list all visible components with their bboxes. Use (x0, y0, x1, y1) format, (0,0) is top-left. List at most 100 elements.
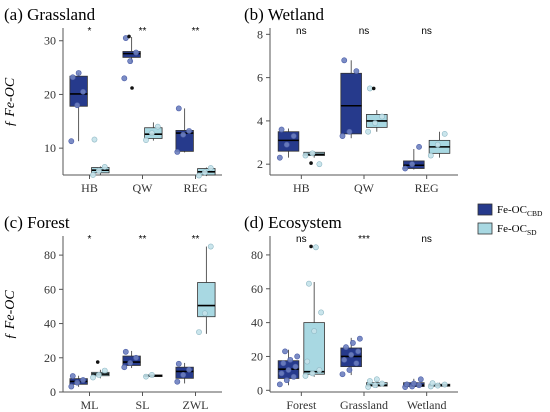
x-tick-label: REG (415, 181, 439, 195)
significance-label: ns (359, 26, 370, 37)
data-point (80, 88, 86, 95)
data-point (174, 378, 181, 385)
data-point (350, 340, 356, 346)
legend-label-sd: Fe-OCSD (497, 223, 537, 237)
data-point (348, 351, 355, 358)
x-tick-label: SL (135, 398, 149, 412)
data-point (287, 356, 294, 363)
data-point (201, 310, 208, 317)
data-point (366, 85, 373, 92)
outlier-point (95, 360, 100, 364)
data-point (280, 360, 287, 367)
data-point (346, 367, 353, 373)
data-point (121, 75, 128, 82)
chart-panel-2: (b) Wetland 2 4 6 8 HB ns QW ns REG ns (244, 5, 458, 195)
significance-label: ** (139, 26, 147, 37)
data-point (353, 68, 360, 75)
data-point (318, 309, 325, 316)
y-tick-label: 8 (257, 27, 263, 41)
data-point (441, 381, 448, 388)
outlier-point (309, 161, 313, 165)
data-point (341, 356, 348, 363)
data-point (410, 380, 417, 387)
data-point (341, 57, 348, 64)
y-tick-label: 0 (50, 385, 56, 399)
data-point (311, 328, 318, 334)
data-point (175, 105, 182, 112)
y-tick-label: 10 (44, 141, 56, 155)
y-tick-label: 6 (257, 71, 263, 85)
data-point (174, 149, 181, 155)
data-point (356, 335, 363, 342)
y-axis-label: ƒ Fe-OC (3, 290, 18, 340)
significance-label: *** (358, 234, 370, 245)
data-point (434, 382, 441, 389)
data-point (343, 344, 349, 351)
data-point (207, 243, 214, 250)
box-cbd (340, 72, 362, 135)
data-point (302, 373, 309, 379)
data-point (196, 172, 202, 179)
legend-label-prefix: Fe-OC (497, 204, 527, 216)
data-point (294, 353, 301, 360)
data-point (74, 379, 81, 386)
legend-label-prefix: Fe-OC (497, 223, 527, 235)
data-point (366, 378, 373, 384)
data-point (101, 164, 108, 170)
data-point (133, 354, 139, 361)
panel-title: (d) Ecosystem (244, 213, 342, 232)
data-point (365, 128, 372, 135)
outlier-point (371, 86, 376, 91)
data-point (69, 373, 76, 379)
data-point (207, 165, 214, 171)
box-cbd (122, 51, 141, 58)
data-point (292, 363, 299, 370)
data-point (304, 358, 311, 365)
y-tick-label: 40 (44, 317, 56, 331)
data-point (148, 371, 155, 378)
legend: Fe-OCCBD Fe-OCSD (477, 203, 543, 237)
data-point (90, 172, 96, 178)
data-point (278, 126, 285, 133)
data-point (353, 360, 360, 367)
data-point (74, 102, 81, 109)
data-point (427, 152, 434, 159)
data-point (409, 161, 416, 168)
data-point (68, 138, 75, 145)
data-point (127, 58, 134, 65)
data-point (373, 376, 380, 383)
outlier-point (127, 34, 131, 39)
data-point (186, 366, 192, 373)
data-point (365, 384, 372, 390)
data-point (309, 370, 316, 377)
data-point (379, 113, 385, 120)
data-point (339, 133, 346, 139)
data-point (180, 371, 187, 378)
significance-label: ** (192, 234, 200, 245)
significance-label: ns (296, 26, 307, 37)
data-point (148, 130, 155, 137)
legend-swatch-sd (477, 222, 493, 235)
data-point (127, 360, 134, 366)
data-point (441, 130, 448, 137)
data-point (416, 143, 422, 150)
y-tick-label: 2 (257, 157, 263, 171)
data-point (91, 136, 98, 143)
data-point (278, 370, 285, 377)
significance-label: ** (139, 234, 147, 245)
data-point (379, 380, 385, 387)
legend-label-subscript: CBD (527, 209, 543, 218)
data-point (372, 120, 378, 126)
data-point (95, 371, 102, 378)
data-point (312, 244, 319, 251)
x-tick-label: Forest (286, 398, 317, 412)
x-tick-label: HB (293, 181, 310, 195)
data-point (69, 74, 76, 81)
x-tick-label: ML (81, 398, 99, 412)
box-cbd (175, 130, 194, 152)
data-point (186, 128, 192, 134)
data-point (68, 383, 75, 390)
chart-panel-3: (c) Forest ƒ Fe-OC 0 20 40 60 80 ML * SL ** ZWL ** (3, 213, 222, 412)
data-point (143, 137, 149, 143)
data-point (133, 49, 139, 56)
